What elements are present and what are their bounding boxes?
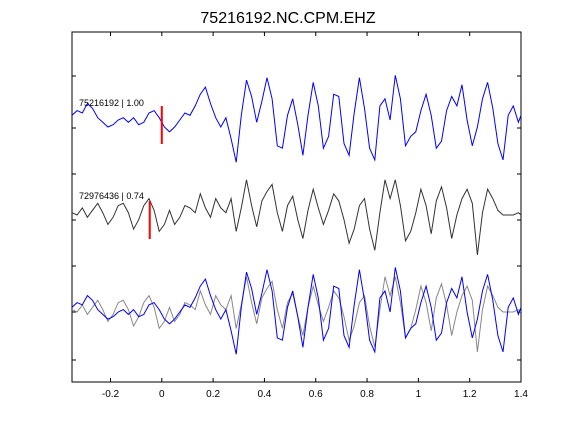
- series-line-overlay-template: [71, 267, 522, 355]
- x-tick-label: 1.4: [514, 389, 528, 400]
- series-line-match: [71, 179, 522, 255]
- x-tick-label: 0.4: [257, 389, 271, 400]
- traces: [71, 75, 522, 355]
- x-tick-label: 0.2: [206, 389, 220, 400]
- x-ticks: -0.2 0 0.2 0.4 0.6 0.8 1 1.2 1.4: [102, 32, 528, 400]
- series-line-template: [71, 75, 522, 163]
- x-tick-label: 0.6: [309, 389, 323, 400]
- trace-label-match: 72976436 | 0.74: [79, 191, 144, 201]
- x-tick-label: 0.8: [360, 389, 374, 400]
- trace-label-template: 75216192 | 1.00: [79, 98, 144, 108]
- chart-title: 75216192.NC.CPM.EHZ: [200, 10, 375, 27]
- x-tick-label: 1: [416, 389, 422, 400]
- x-tick-label: 1.2: [463, 389, 477, 400]
- plot-frame: [71, 31, 522, 383]
- x-tick-label: -0.2: [102, 389, 120, 400]
- series-line-overlay-match: [71, 276, 522, 352]
- x-tick-label: 0: [159, 389, 165, 400]
